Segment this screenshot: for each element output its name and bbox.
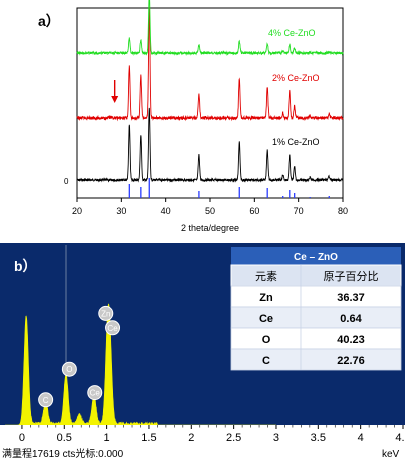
edx-x-tick-label: 4	[358, 432, 364, 444]
table-row	[230, 327, 402, 350]
xrd-series-label: 2% Ce-ZnO	[272, 73, 320, 83]
composition-table: Ce – ZnO 元素 原子百分比 Zn 36.37 Ce 0.64 O 40.23 C 22.76	[230, 247, 402, 371]
edx-x-tick-label: 1	[104, 432, 110, 444]
table-cell: C	[262, 355, 270, 367]
edx-element-marker: O	[61, 361, 77, 377]
xrd-series-labels: 1% Ce-ZnO 2% Ce-ZnO 4% Ce-ZnO	[268, 28, 320, 147]
xrd-series-line	[76, 0, 344, 56]
table-cell: 36.37	[337, 292, 365, 304]
table-cell: Zn	[259, 292, 273, 304]
edx-element-markers: C O Ce Zn Ce	[38, 305, 121, 408]
xrd-series-group	[76, 0, 344, 183]
edx-x-ticks: 0 0.5 1 1.5 2 2.5 3 3.5 4 4.5	[19, 425, 405, 444]
edx-marker-circle	[105, 320, 121, 336]
table-cell: Ce	[259, 313, 273, 325]
edx-footer: 满量程17619 cts光标:0.000	[2, 447, 124, 460]
table-row	[230, 348, 402, 371]
table-cell: O	[262, 334, 271, 346]
table-row	[230, 306, 402, 329]
table-header-cell: 原子百分比	[324, 270, 379, 283]
xrd-reference-lines	[128, 178, 330, 198]
xrd-x-tick-label: 40	[161, 206, 171, 216]
edx-x-tick-label: 4.5	[395, 432, 405, 444]
xrd-x-tick-label: 50	[205, 206, 215, 216]
edx-marker-label: O	[66, 365, 72, 374]
xrd-x-ticks: 20 30 40 50 60 70 80	[72, 198, 348, 216]
edx-element-marker: C	[38, 392, 54, 408]
xrd-y-tick-label: 0	[64, 177, 69, 186]
edx-marker-label: C	[43, 396, 49, 405]
edx-x-axis-label: keV	[382, 449, 400, 460]
edx-x-tick-label: 2	[188, 432, 194, 444]
table-header-cell: 元素	[255, 270, 277, 283]
edx-x-tick-label: 2.5	[226, 432, 241, 444]
edx-marker-circle	[38, 392, 54, 408]
edx-x-tick-label: 3	[273, 432, 279, 444]
edx-marker-circle	[87, 385, 103, 401]
table-cell: 0.64	[340, 313, 362, 325]
xrd-arrow-head	[111, 96, 119, 103]
edx-marker-circle	[98, 305, 114, 321]
edx-marker-label: Ce	[107, 324, 118, 333]
xrd-series-line	[76, 7, 344, 122]
xrd-chart: 20 30 40 50 60 70 80 1% Ce-ZnO 2% Ce-ZnO 4% Ce-Z…	[38, 0, 348, 233]
table-title-bar	[231, 247, 401, 265]
xrd-x-tick-label: 20	[72, 206, 82, 216]
xrd-x-tick-label: 70	[294, 206, 304, 216]
edx-x-tick-label: 1.5	[141, 432, 156, 444]
edx-x-tick-label: 0.5	[57, 432, 72, 444]
table-title: Ce – ZnO	[294, 252, 338, 263]
table-cell: 22.76	[337, 355, 365, 367]
xrd-x-tick-label: 60	[249, 206, 259, 216]
xrd-x-axis-label: 2 theta/degree	[181, 223, 239, 233]
xrd-series-label: 4% Ce-ZnO	[268, 28, 316, 38]
edx-element-marker: Ce	[105, 320, 121, 336]
table-row	[230, 285, 402, 308]
edx-marker-circle	[61, 361, 77, 377]
xrd-x-tick-label: 30	[116, 206, 126, 216]
xrd-series-label: 1% Ce-ZnO	[272, 137, 320, 147]
xrd-panel-label: a）	[38, 13, 60, 29]
edx-x-tick-label: 3.5	[311, 432, 326, 444]
edx-element-marker: Ce	[87, 385, 103, 401]
edx-marker-label: Zn	[101, 309, 110, 318]
edx-marker-label: Ce	[90, 389, 101, 398]
edx-axis-strip	[0, 425, 405, 461]
edx-panel-label: b）	[14, 258, 37, 274]
table-cell: 40.23	[337, 334, 365, 346]
edx-element-marker: Zn	[98, 305, 114, 321]
xrd-x-tick-label: 80	[338, 206, 348, 216]
edx-x-tick-label: 0	[19, 432, 25, 444]
xrd-arrow-annotation	[111, 80, 119, 103]
xrd-series-line	[76, 107, 344, 183]
